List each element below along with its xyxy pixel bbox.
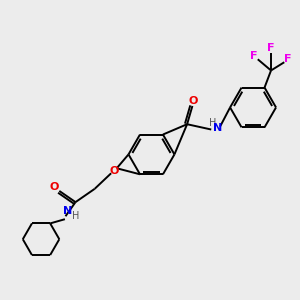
Text: N: N: [63, 206, 72, 216]
Text: O: O: [109, 166, 119, 176]
Text: F: F: [250, 51, 258, 61]
Text: H: H: [72, 211, 79, 221]
Text: F: F: [284, 54, 292, 64]
Text: H: H: [209, 118, 216, 128]
Text: N: N: [213, 123, 222, 133]
Text: O: O: [50, 182, 59, 192]
Text: F: F: [267, 44, 275, 53]
Text: O: O: [188, 96, 198, 106]
